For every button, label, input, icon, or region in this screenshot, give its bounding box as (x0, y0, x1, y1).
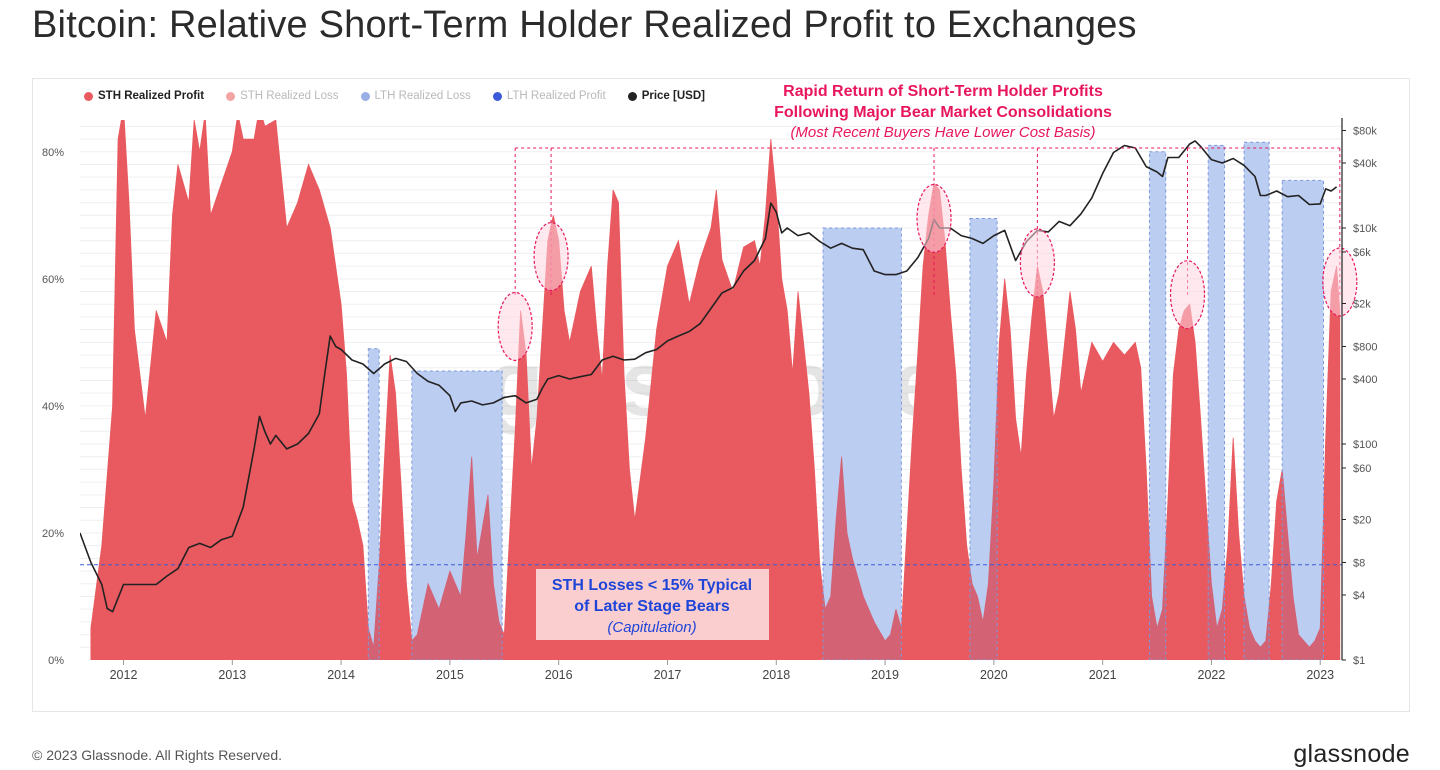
y-right-tick-label: $60 (1353, 463, 1371, 475)
annotation-ellipse (533, 221, 569, 292)
legend-label: LTH Realized Loss (374, 90, 471, 102)
legend-item[interactable]: STH Realized Loss (226, 90, 339, 102)
bear-band-outline (822, 227, 902, 660)
bear-band-outline (1207, 144, 1226, 660)
chart-legend: STH Realized Profit STH Realized Loss LTH … (84, 90, 705, 102)
copyright: © 2023 Glassnode. All Rights Reserved. (32, 747, 283, 763)
bear-band-outline (1243, 141, 1270, 660)
y-left-tick-label: 40% (42, 401, 64, 413)
legend-dot-icon (360, 91, 370, 101)
annotation-ellipse (1169, 260, 1206, 330)
y-right-tick-label: $20 (1353, 514, 1371, 526)
y-right-tick-label: $8 (1353, 557, 1365, 569)
legend-item[interactable]: LTH Realized Loss (360, 90, 471, 102)
brand-logo: glassnode (1293, 740, 1410, 768)
bear-band-outline (1281, 179, 1325, 660)
annotation-ellipse (497, 291, 533, 362)
legend-dot-icon (226, 91, 236, 101)
bear-band-outline (1148, 151, 1167, 660)
legend-label: STH Realized Profit (98, 90, 205, 102)
price-line (80, 140, 1338, 613)
y-left-tick-label: 60% (42, 274, 64, 286)
bear-band (1149, 151, 1166, 660)
x-tick-label: 2020 (980, 668, 1008, 682)
bear-bands (368, 142, 1324, 660)
x-tick-label: 2017 (654, 668, 682, 682)
annotation-ellipse (1322, 247, 1358, 317)
x-tick-label: 2014 (327, 668, 355, 682)
annotation-ellipse (916, 183, 952, 254)
axes: 0% 20% 40% 60% 80% $1 $4 $8 $20 $60 $100 $400 $800 $2… (42, 118, 1377, 682)
x-tick-label: 2023 (1306, 668, 1334, 682)
bear-band-outline (969, 217, 998, 660)
y-right-tick-label: $1 (1353, 655, 1365, 667)
y-left-tick-label: 20% (42, 528, 64, 540)
top-annotation-line1: Rapid Return of Short-Term Holder Profit… (783, 83, 1103, 100)
legend-label: STH Realized Loss (240, 90, 339, 102)
x-tick-label: 2018 (762, 668, 790, 682)
price-path (80, 140, 1338, 613)
annotation-markers (497, 147, 1358, 362)
x-tick-label: 2016 (545, 668, 573, 682)
y-right-tick-label: $100 (1353, 439, 1377, 451)
y-right-tick-label: $10k (1353, 223, 1377, 235)
x-tick-label: 2012 (110, 668, 138, 682)
y-left-tick-label: 80% (42, 147, 64, 159)
x-tick-label: 2013 (218, 668, 246, 682)
legend-item[interactable]: STH Realized Profit (84, 90, 204, 102)
sth-profit-path (90, 120, 1341, 660)
y-right-tick-label: $2k (1353, 298, 1371, 310)
legend-label: LTH Realized Profit (506, 90, 606, 102)
y-right-tick-label: $4 (1353, 590, 1365, 602)
annotation-ellipse (1019, 228, 1055, 298)
top-annotation-line2: Following Major Bear Market Consolidatio… (774, 104, 1112, 121)
y-right-tick-label: $6k (1353, 247, 1371, 259)
legend-label: Price [USD] (641, 90, 705, 102)
legend-dot-icon (492, 91, 502, 101)
bear-bands-overlay (367, 141, 1325, 660)
sth-profit-area (90, 120, 1341, 660)
page-title: Bitcoin: Relative Short-Term Holder Real… (32, 4, 1137, 46)
legend-dot-icon (627, 91, 637, 101)
y-right-tick-label: $400 (1353, 374, 1377, 386)
bear-band (1244, 142, 1270, 660)
bear-band-outline (367, 348, 380, 660)
bottom-annotation-line1: STH Losses < 15% Typical (552, 577, 752, 594)
legend-item[interactable]: LTH Realized Profit (492, 90, 606, 102)
x-tick-label: 2015 (436, 668, 464, 682)
top-annotation-line3: (Most Recent Buyers Have Lower Cost Basi… (790, 124, 1095, 141)
x-tick-label: 2022 (1198, 668, 1226, 682)
x-tick-label: 2019 (871, 668, 899, 682)
bottom-annotation-box (536, 569, 769, 640)
legend-dot-icon (84, 91, 93, 101)
bear-band (368, 348, 380, 660)
bear-band (1208, 145, 1225, 660)
y-left-tick-label: 0% (48, 655, 64, 667)
bottom-annotation-line2: of Later Stage Bears (574, 598, 730, 615)
legend-item[interactable]: Price [USD] (627, 90, 705, 102)
bear-band-outline (411, 370, 503, 660)
bottom-annotation-line3: (Capitulation) (607, 619, 696, 636)
x-tick-label: 2021 (1089, 668, 1117, 682)
y-right-tick-label: $40k (1353, 158, 1377, 170)
y-right-tick-label: $800 (1353, 341, 1377, 353)
y-right-tick-label: $80k (1353, 125, 1377, 137)
